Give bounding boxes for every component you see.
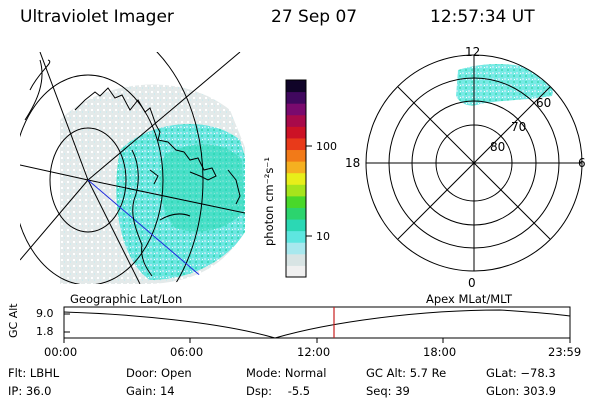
colorbar-segment [286, 103, 306, 116]
timeline-y-axis-label: GC Alt [7, 303, 20, 338]
status-seq-label: Seq: [366, 384, 392, 398]
instrument-title: Ultraviolet Imager [20, 7, 174, 27]
polar-grid [365, 54, 583, 272]
status-gain: Gain: 14 [126, 384, 175, 398]
mlt-label-18: 18 [345, 156, 361, 170]
timeline-x-tick-1200: 12:00 [297, 345, 331, 359]
mlt-label-12: 12 [465, 45, 481, 59]
colorbar-segment [286, 172, 306, 185]
status-flt: Flt: LBHL [8, 366, 59, 380]
date-label: 27 Sep 07 [271, 7, 358, 27]
status-door: Door: Open [126, 366, 192, 380]
timeline-y-tick-max: 9.0 [36, 307, 54, 320]
time-label: 12:57:34 UT [430, 7, 535, 27]
colorbar-segment [286, 91, 306, 104]
status-dsp: Dsp: -5.5 [246, 384, 310, 398]
status-gain-label: Gain: [126, 384, 157, 398]
status-glat-label: GLat: [486, 366, 517, 380]
colorbar-label-10: 10 [316, 230, 330, 243]
status-mode-label: Mode: [246, 366, 282, 380]
colorbar-segment [286, 195, 306, 208]
colorbar-segment [286, 161, 306, 174]
status-dsp-label: Dsp: [246, 384, 273, 398]
geo-aurora-green [159, 144, 244, 232]
colorbar-frame [285, 79, 307, 278]
mlat-label-60: 60 [536, 96, 552, 110]
colorbar-segment [286, 80, 306, 93]
colorbar-segment [286, 207, 306, 220]
altitude-curve [63, 309, 571, 339]
status-gain-value: 14 [159, 384, 175, 398]
colorbar-segment [286, 242, 306, 255]
status-glat: GLat: −78.3 [486, 366, 556, 380]
geo-image-area [20, 52, 245, 284]
colorbar-segment [286, 253, 306, 266]
status-ip-label: IP: [8, 384, 23, 398]
timeline-x-tick-2359: 23:59 [548, 345, 582, 359]
status-flt-label: Flt: [8, 366, 27, 380]
status-gc-alt: GC Alt: 5.7 Re [366, 366, 446, 380]
colorbar-segment [286, 149, 306, 162]
status-door-value: Open [160, 366, 192, 380]
timeline-x-tick-0000: 00:00 [44, 345, 78, 359]
status-ip-value: 36.0 [25, 384, 52, 398]
colorbar-segment [286, 230, 306, 243]
status-seq: Seq: 39 [366, 384, 410, 398]
geo-map-caption: Geographic Lat/Lon [70, 292, 183, 306]
timeline-x-tick-0600: 06:00 [170, 345, 204, 359]
mlat-label-80: 80 [490, 140, 506, 154]
timeline-x-tick-1800: 18:00 [423, 345, 457, 359]
status-dsp-value: -5.5 [287, 384, 311, 398]
status-gc-alt-label: GC Alt: [366, 366, 407, 380]
polar-plot-caption: Apex MLat/MLT [426, 292, 513, 306]
status-ip: IP: 36.0 [8, 384, 51, 398]
mlt-label-6: 6 [578, 156, 586, 170]
timeline-plot [63, 306, 571, 343]
timeline-y-tick-min: 1.8 [36, 325, 54, 338]
colorbar-segment [286, 137, 306, 151]
status-flt-value: LBHL [29, 366, 60, 380]
status-door-label: Door: [126, 366, 158, 380]
colorbar-unit-label: photon cm⁻²s⁻¹ [262, 157, 276, 246]
mlat-label-70: 70 [511, 120, 527, 134]
status-seq-value: 39 [395, 384, 410, 398]
colorbar [286, 80, 306, 278]
colorbar-segment [286, 126, 306, 139]
colorbar-segment [286, 184, 306, 197]
colorbar-segment [286, 265, 306, 278]
status-glon-value: 303.9 [522, 384, 556, 398]
status-mode: Mode: Normal [246, 366, 326, 380]
colorbar-segment [286, 114, 306, 127]
status-glon-label: GLon: [486, 384, 520, 398]
status-gc-alt-value: 5.7 Re [409, 366, 447, 380]
status-mode-value: Normal [284, 366, 327, 380]
mlt-label-0: 0 [468, 276, 476, 290]
status-glon: GLon: 303.9 [486, 384, 556, 398]
status-glat-value: −78.3 [520, 366, 556, 380]
colorbar-segment [286, 219, 306, 232]
colorbar-label-100: 100 [316, 140, 337, 153]
